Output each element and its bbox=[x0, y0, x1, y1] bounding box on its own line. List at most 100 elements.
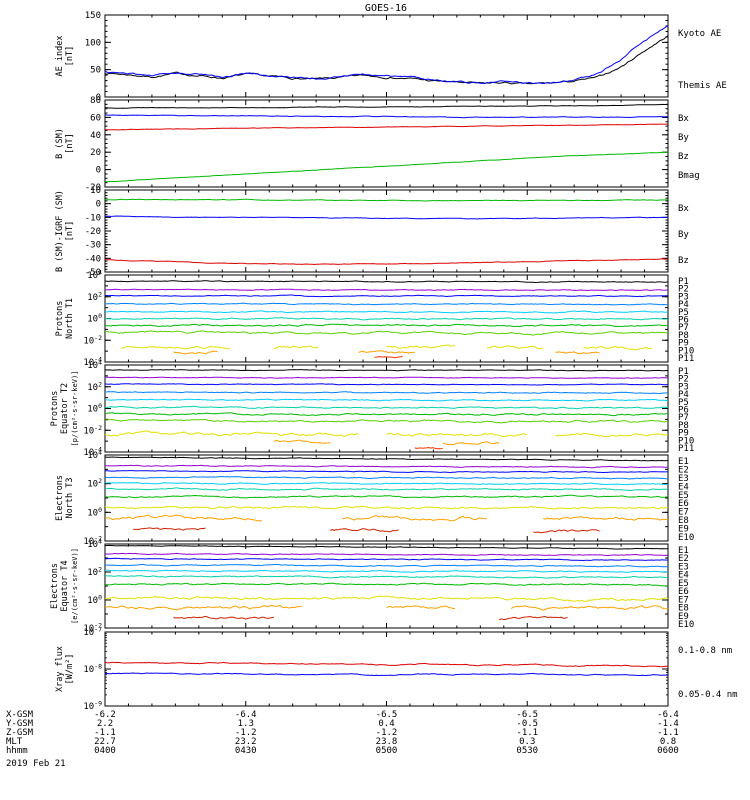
panel-frame bbox=[104, 14, 669, 98]
legend-label: E2 bbox=[678, 465, 689, 475]
row-value: -1.2 bbox=[235, 728, 257, 738]
series-Bmag bbox=[105, 103, 668, 109]
series-E8 bbox=[105, 595, 668, 603]
panel-frame bbox=[104, 189, 669, 273]
series-P10 bbox=[442, 441, 500, 446]
legend-label: Bz bbox=[678, 152, 689, 162]
y-tick-label: 102 bbox=[87, 477, 102, 490]
y-tick-label: 40 bbox=[90, 131, 101, 141]
legend-label: P6 bbox=[678, 406, 689, 416]
row-value: -6.5 bbox=[516, 710, 538, 720]
y-axis-label: Protons bbox=[50, 391, 60, 427]
series-P9 bbox=[386, 432, 528, 438]
panel-protons-north-t1: 10-4 10-2 100 102 104 bbox=[83, 269, 669, 369]
row-value: -1.2 bbox=[376, 728, 398, 738]
series-P9 bbox=[583, 345, 653, 351]
legend-label: E4 bbox=[678, 482, 689, 492]
series-E10 bbox=[330, 528, 399, 533]
legend-label: E2 bbox=[678, 554, 689, 564]
y-tick-label: 10-4 bbox=[83, 356, 102, 369]
legend-label: E1 bbox=[678, 546, 689, 556]
series-E4 bbox=[105, 564, 668, 568]
series-E3 bbox=[105, 557, 668, 562]
legend-label: P2 bbox=[678, 375, 689, 385]
y-tick-label: 80 bbox=[90, 96, 101, 106]
y-tick-label: 100 bbox=[87, 594, 102, 607]
y-axis-label: [nT] bbox=[65, 46, 75, 66]
legend-label: E5 bbox=[678, 579, 689, 589]
series-E9 bbox=[386, 605, 455, 609]
series-E10 bbox=[498, 615, 568, 621]
series-P9 bbox=[121, 345, 230, 350]
legend-label: E7 bbox=[678, 508, 689, 518]
y-axis-label: [W/m²] bbox=[65, 654, 75, 685]
panel-frame bbox=[104, 631, 669, 707]
series-P4 bbox=[105, 391, 668, 395]
legend-label: P5 bbox=[678, 398, 689, 408]
series-P9 bbox=[386, 344, 456, 349]
panel-ae-index bbox=[104, 14, 669, 98]
row-value: 0500 bbox=[376, 746, 398, 756]
y-tick-label: 50 bbox=[90, 66, 101, 76]
y-tick-label: 104 bbox=[87, 269, 102, 282]
y-tick-label: -30 bbox=[85, 241, 101, 251]
y-tick-label: 100 bbox=[87, 402, 102, 415]
series-Bx bbox=[105, 114, 668, 119]
panel-electrons-north-t3: 10-2 100 102 104 bbox=[83, 449, 669, 547]
row-value: -6.4 bbox=[657, 710, 679, 720]
row-label: Z-GSM bbox=[6, 728, 34, 738]
y-tick-label: 102 bbox=[87, 380, 102, 393]
row-label: MLT bbox=[6, 737, 23, 747]
series-P11 bbox=[374, 356, 403, 359]
y-tick-label: 10-8 bbox=[83, 663, 102, 676]
y-axis-label: Electrons bbox=[50, 563, 60, 609]
legend-label: P10 bbox=[678, 346, 694, 356]
row-value: 0530 bbox=[516, 746, 538, 756]
y-tick-label: 10-2 bbox=[83, 622, 102, 635]
series-P3 bbox=[105, 383, 668, 386]
y-axis-label: B (SM)-IGRF (SM) bbox=[55, 190, 65, 272]
legend-label: E3 bbox=[678, 474, 689, 484]
series-P11 bbox=[414, 446, 443, 450]
series-P9 bbox=[555, 432, 668, 437]
panel-b-sm bbox=[104, 99, 669, 188]
y-tick-label: 10-4 bbox=[83, 446, 102, 459]
y-tick-label: 60 bbox=[90, 113, 101, 123]
y-tick-label: 150 bbox=[85, 11, 101, 21]
legend-label: Kyoto AE bbox=[678, 29, 721, 39]
legend-label: E9 bbox=[678, 525, 689, 535]
series-E9 bbox=[105, 604, 303, 611]
y-axis-label: North T1 bbox=[65, 298, 75, 339]
y-tick-label: -20 bbox=[85, 183, 101, 193]
legend-label: E5 bbox=[678, 491, 689, 501]
row-value: 1.3 bbox=[238, 719, 254, 729]
series-E9 bbox=[342, 515, 488, 522]
legend-label: E3 bbox=[678, 562, 689, 572]
legend-label: E4 bbox=[678, 571, 689, 581]
row-value: -6.2 bbox=[94, 710, 116, 720]
series-Bz bbox=[105, 123, 668, 131]
series-group bbox=[105, 280, 668, 359]
legend-label: P11 bbox=[678, 444, 694, 454]
series-P8 bbox=[105, 418, 668, 424]
legend-label: P8 bbox=[678, 421, 689, 431]
series-E3 bbox=[105, 470, 668, 474]
legend-label: P4 bbox=[678, 390, 689, 400]
row-value: 0600 bbox=[657, 746, 679, 756]
panel-protons-equator-t2: 10-4 10-2 100 102 104 bbox=[83, 359, 669, 459]
date-label: 2019 Feb 21 bbox=[6, 759, 66, 769]
legend-label: 0.1-0.8 nm bbox=[678, 646, 732, 656]
legend-label: P7 bbox=[678, 323, 689, 333]
series-By bbox=[105, 198, 668, 202]
y-tick-label: 102 bbox=[87, 566, 102, 579]
legend-label: Bmag bbox=[678, 171, 700, 181]
series-group bbox=[105, 198, 668, 266]
legend-label: By bbox=[678, 230, 689, 240]
legend-label: E7 bbox=[678, 595, 689, 605]
legend-label: Bz bbox=[678, 256, 689, 266]
legend-label: E8 bbox=[678, 516, 689, 526]
panel-electrons-equator-t4: 10-2 100 102 104 bbox=[83, 538, 669, 635]
y-tick-label: -40 bbox=[85, 254, 101, 264]
series-E2 bbox=[105, 552, 668, 557]
